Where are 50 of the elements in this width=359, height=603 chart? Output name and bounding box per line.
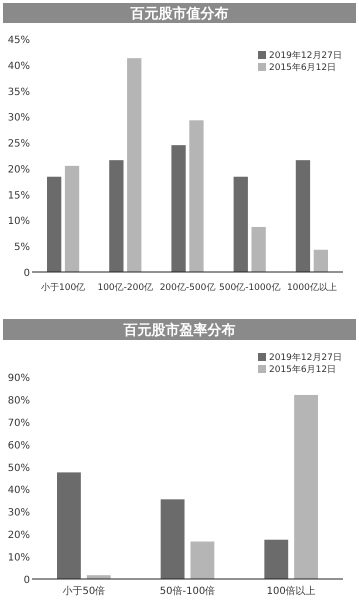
chart-title: 百元股市值分布 [130,5,228,22]
bar [160,499,185,579]
x-tick-label: 100倍以上 [266,585,316,597]
chart-title: 百元股市盈率分布 [122,322,236,338]
legend-label: 2015年6月12日 [269,62,336,73]
x-tick-label: 小于100亿 [41,282,86,293]
bar [264,540,288,579]
x-tick-label: 小于50倍 [62,585,106,597]
legend-label: 2019年12月27日 [269,50,342,61]
y-tick-label: 90% [8,373,30,384]
bar [294,394,318,579]
y-tick-label: 60% [8,440,30,452]
bar [127,58,142,272]
x-tick-label: 1000亿以上 [286,282,337,293]
x-tick-label: 50倍-100倍 [160,585,216,597]
x-tick-label: 500亿-1000亿 [219,282,280,293]
y-tick-label: 5% [14,242,30,254]
y-tick-label: 35% [8,86,30,98]
bar [64,166,80,272]
x-tick-label: 100亿-200亿 [97,282,154,293]
y-tick-label: 30% [8,508,30,519]
y-tick-label: 25% [8,138,30,150]
bar [109,160,124,272]
y-tick-label: 50% [8,462,30,474]
bar [190,542,214,579]
bar [57,472,81,579]
y-tick-label: 80% [8,395,30,406]
bar [171,145,186,272]
y-tick-label: 30% [8,112,30,124]
bar [86,575,111,579]
bar [314,250,328,272]
bar [296,160,310,272]
bar [189,120,204,272]
y-tick-label: 40% [8,60,30,72]
bar [47,176,62,272]
y-tick-label: 0 [24,575,30,586]
bar [234,176,248,272]
y-tick-label: 40% [8,485,30,496]
y-tick-label: 10% [8,216,30,228]
y-tick-label: 0 [24,268,30,279]
legend-label: 2015年6月12日 [269,364,336,375]
y-tick-label: 15% [8,190,30,202]
bar [251,226,266,272]
x-tick-label: 200亿-500亿 [160,282,216,293]
y-tick-label: 20% [8,164,30,176]
legend-label: 2019年12月27日 [269,352,342,363]
y-tick-label: 10% [8,552,30,564]
y-tick-label: 45% [8,35,30,46]
y-tick-label: 20% [8,530,30,542]
y-tick-label: 70% [8,418,30,429]
